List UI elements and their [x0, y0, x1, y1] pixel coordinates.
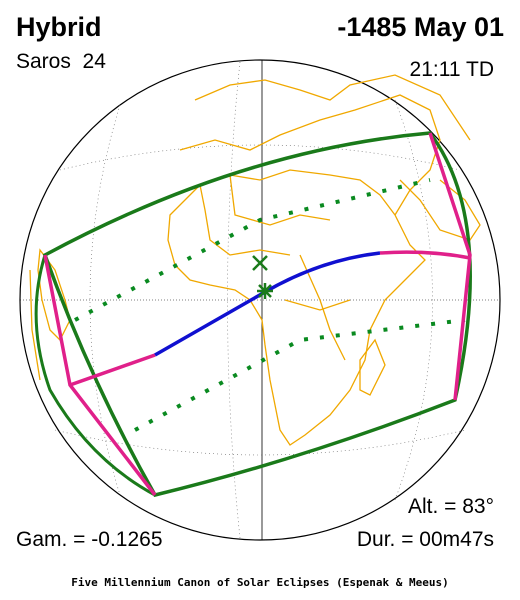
- eclipse-time: 21:11 TD: [410, 58, 494, 81]
- gamma: Gam. = -0.1265: [16, 528, 163, 551]
- saros: Saros 24: [16, 50, 106, 73]
- eclipse-type: Hybrid: [16, 12, 102, 42]
- altitude: Alt. = 83°: [408, 495, 494, 518]
- eclipse-path: [34, 131, 472, 498]
- eclipse-date: -1485 May 01: [337, 12, 504, 42]
- duration: Dur. = 00m47s: [357, 528, 494, 551]
- globe: [19, 59, 501, 541]
- credit: Five Millennium Canon of Solar Eclipses …: [71, 576, 449, 589]
